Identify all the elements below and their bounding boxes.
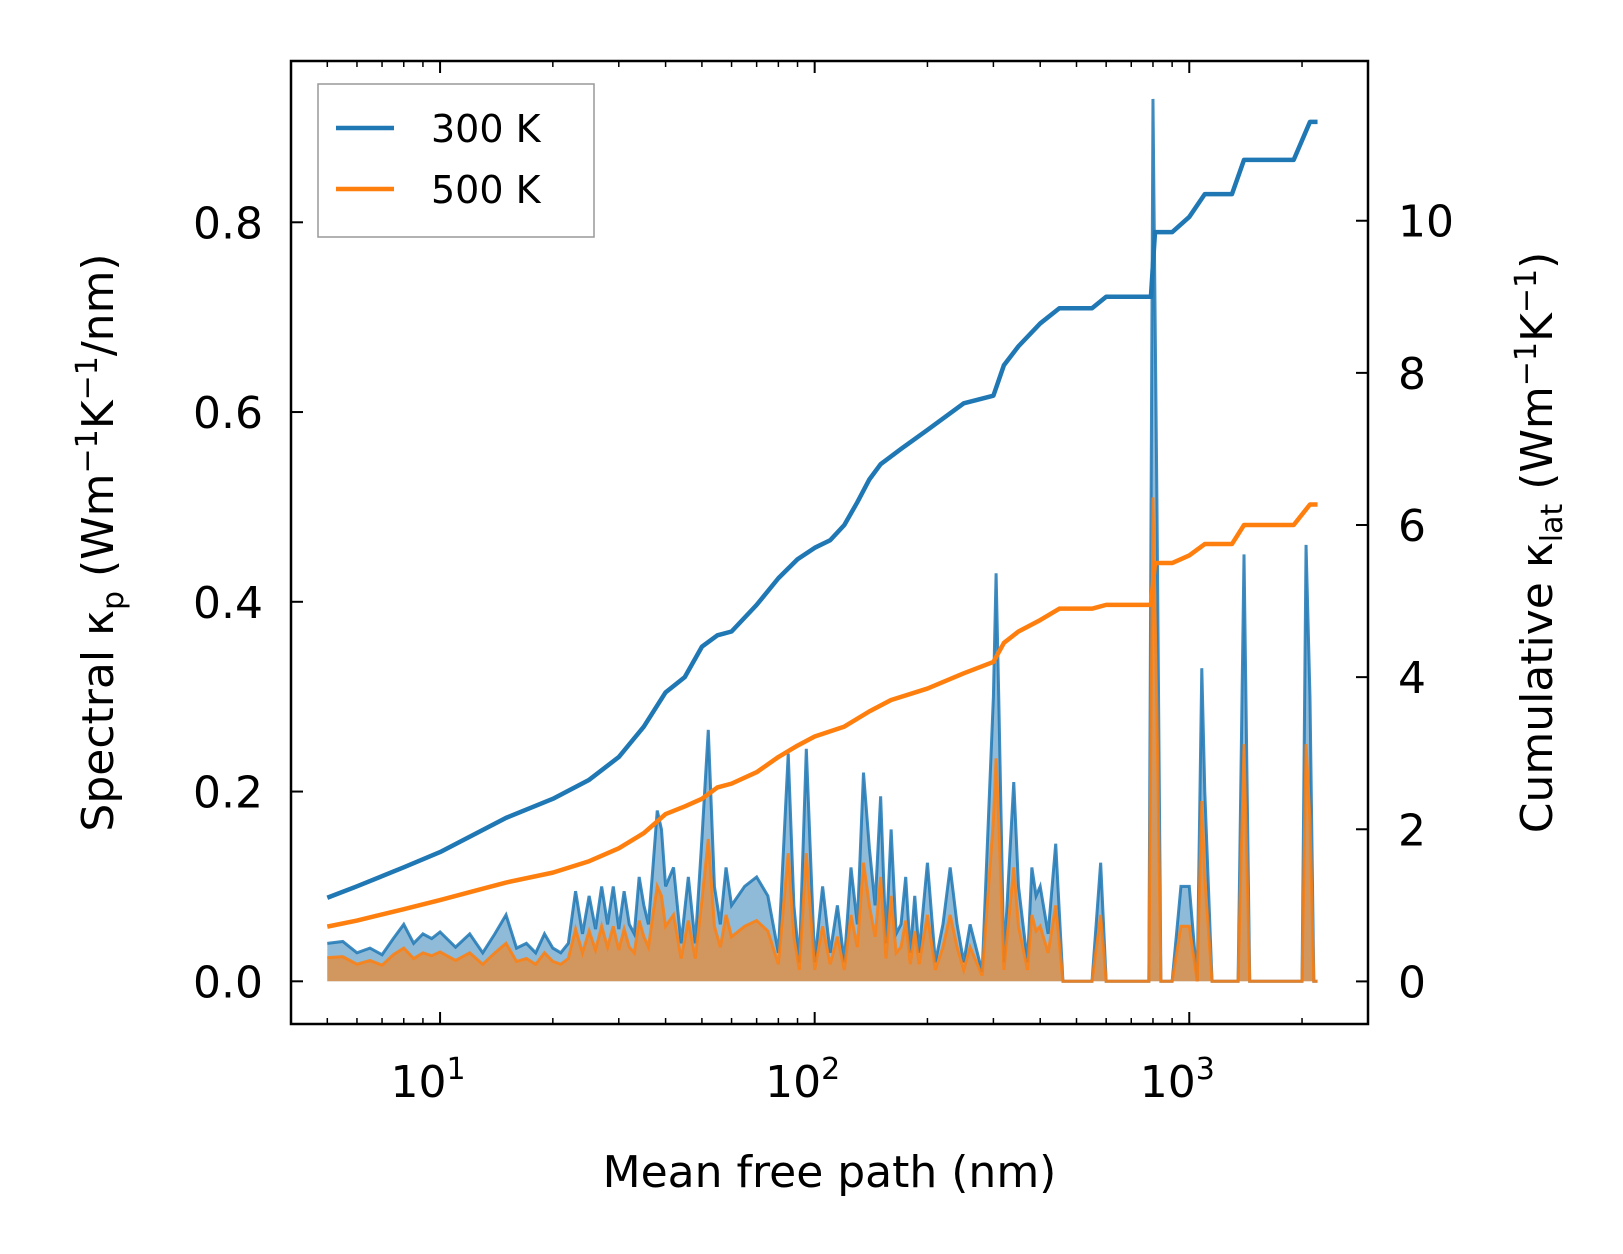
x-tick-base: 10 xyxy=(765,1057,821,1108)
y-left-title-sub: p xyxy=(96,591,131,610)
y-right-title-exp2: −1 xyxy=(1509,269,1544,313)
x-tick-exponent: 1 xyxy=(447,1052,466,1087)
legend: 300 K 500 K xyxy=(317,83,595,238)
y-right-title-units-open: (Wm xyxy=(1512,386,1563,504)
y-right-tick-label: 10 xyxy=(1398,197,1454,248)
legend-frame xyxy=(317,83,595,238)
x-axis-title: Mean free path (nm) xyxy=(603,1147,1057,1198)
y-right-title-units-close: ) xyxy=(1512,252,1563,269)
x-tick-base: 10 xyxy=(1140,1057,1196,1108)
spectral-layer xyxy=(327,98,1318,983)
legend-label-300k: 300 K xyxy=(431,107,542,151)
y-left-title-mid: K xyxy=(73,399,124,429)
x-tick-label: 103 xyxy=(1140,1052,1215,1108)
y-left-title-exp2: −1 xyxy=(70,356,105,400)
plot-frame xyxy=(289,59,1370,1026)
x-tick-base: 10 xyxy=(391,1057,447,1108)
cumulative-line-300k xyxy=(326,119,1318,900)
y-left-tick-label: 0.6 xyxy=(193,388,263,439)
y-right-title-exp1: −1 xyxy=(1509,342,1544,386)
y-left-tick-label: 0.0 xyxy=(193,957,263,1008)
x-tick-label: 102 xyxy=(765,1052,840,1108)
x-tick-exponent: 3 xyxy=(1196,1052,1215,1087)
y-right-axis-title: Cumulative κlat (Wm−1K−1) xyxy=(1509,252,1570,834)
cumulative-line-500k xyxy=(326,502,1318,929)
legend-label-500k: 500 K xyxy=(431,168,542,212)
y-right-title-sub: lat xyxy=(1535,504,1570,543)
y-right-tick-label: 0 xyxy=(1398,957,1426,1008)
y-right-tick-label: 4 xyxy=(1398,653,1426,704)
spectral-line-500k xyxy=(327,497,1318,983)
y-right-tick-label: 8 xyxy=(1398,349,1426,400)
x-tick-label: 101 xyxy=(391,1052,466,1108)
y-right-title-mid: K xyxy=(1512,312,1563,342)
y-left-title-exp1: −1 xyxy=(70,429,105,473)
y-left-tick-label: 0.2 xyxy=(193,768,263,819)
y-left-tick-label: 0.8 xyxy=(193,198,263,249)
y-left-title-units-open: (Wm xyxy=(73,473,124,591)
spectral-line-300k xyxy=(327,98,1318,983)
y-left-axis-title: Spectral κp (Wm−1K−1/nm) xyxy=(70,253,131,831)
y-right-title-main: Cumulative κ xyxy=(1512,542,1563,833)
x-tick-exponent: 2 xyxy=(821,1052,840,1087)
y-left-title-main: Spectral κ xyxy=(73,610,124,832)
y-right-tick-label: 2 xyxy=(1398,805,1426,856)
y-right-tick-label: 6 xyxy=(1398,501,1426,552)
cumulative-layer xyxy=(326,119,1318,929)
y-left-tick-label: 0.4 xyxy=(193,578,263,629)
y-left-title-units-close: /nm) xyxy=(73,253,124,356)
